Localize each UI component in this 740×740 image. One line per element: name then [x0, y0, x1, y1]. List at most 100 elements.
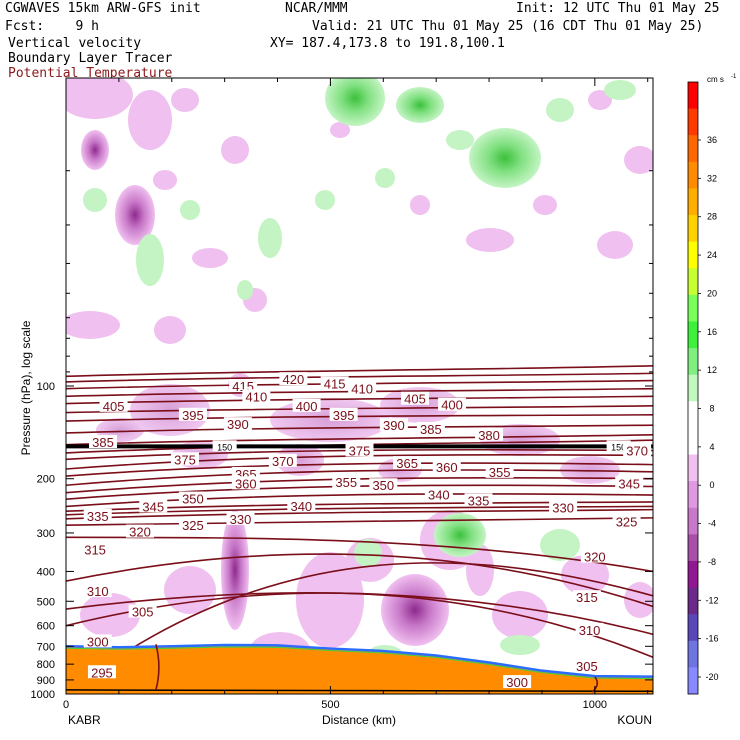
theta-label: 360: [436, 460, 458, 475]
w-lower-sink: [164, 566, 216, 614]
theta-label-bg: [572, 658, 601, 672]
theta-label: 335: [87, 509, 109, 524]
w-sink-cell: [153, 170, 177, 190]
header-xy: XY= 187.4,173.8 to 191.8,100.1: [270, 36, 505, 51]
colorbar-swatch: [688, 534, 698, 562]
theta-label-bg: [485, 464, 514, 478]
theta-label: 315: [84, 543, 106, 558]
theta-label-bg: [229, 379, 258, 392]
theta-label-bg: [572, 590, 601, 604]
theta-label: 365: [396, 456, 418, 471]
theta-label: 315: [576, 590, 598, 605]
y-axis-label: Pressure (hPa), log scale: [19, 320, 33, 455]
tracer-label: 150: [217, 442, 232, 452]
colorbar-label: -4: [708, 519, 716, 529]
colorbar-swatch: [688, 321, 698, 349]
w-lower-rise: [500, 635, 540, 655]
x-tick-label: 500: [321, 699, 339, 711]
w-lower-sink: [624, 582, 653, 618]
header-valid: Valid: 21 UTC Thu 01 May 25 (16 CDT Thu …: [312, 19, 704, 34]
terrain-boundary-layer: [66, 643, 653, 694]
theta-label-bg: [369, 478, 398, 492]
w-rise-cell: [325, 78, 385, 126]
tracer-label-bg: [606, 440, 631, 452]
theta-label: 305: [132, 605, 154, 620]
theta-label: 305: [576, 659, 598, 674]
w-rise-cell: [180, 200, 200, 220]
theta-contour: [66, 365, 653, 378]
theta-label-bg: [83, 583, 112, 597]
header-org: NCAR/MMM: [285, 1, 348, 16]
y-tick-label: 700: [37, 641, 55, 653]
w-sink-cell: [597, 231, 633, 259]
w-sink-cell: [533, 195, 557, 215]
theta-contour: [66, 405, 653, 414]
y-tick-label: 400: [37, 566, 55, 578]
w-sink-cell: [154, 316, 186, 344]
theta-label-bg: [178, 491, 207, 505]
colorbar-label: 16: [707, 327, 717, 337]
w-lower-sink: [221, 510, 249, 630]
w-rise-cell: [237, 280, 253, 300]
colorbar-swatch: [688, 374, 698, 402]
colorbar-label: -16: [705, 634, 718, 644]
theta-label-bg: [178, 518, 207, 532]
header-field-potential-temperature: Potential Temperature: [8, 66, 173, 81]
theta-label: 370: [626, 444, 648, 459]
colorbar: 36 32 28 24 20 16 12 8 4 0 -4 -8 -12 -16 -20: [687, 81, 719, 695]
theta-label: 345: [618, 476, 640, 491]
y-tick-label: 200: [37, 474, 55, 486]
theta-label: 395: [182, 408, 204, 423]
w-sink-cell: [192, 248, 228, 268]
y-tick-label: 600: [37, 621, 55, 633]
x-axis-label: Distance (km): [322, 713, 396, 727]
w-sink-cell: [466, 228, 514, 252]
w-lower-rise: [540, 529, 580, 561]
colorbar-swatch: [688, 481, 698, 509]
theta-label: 385: [420, 422, 442, 437]
theta-label-bg: [475, 427, 504, 441]
theta-label: 355: [489, 465, 511, 480]
theta-label: 405: [404, 392, 426, 407]
w-lower-sink: [381, 574, 449, 646]
theta-contour: [66, 562, 653, 694]
theta-label: 390: [383, 418, 405, 433]
theta-label-bg: [379, 418, 408, 432]
tracer-label: 150: [611, 442, 626, 452]
colorbar-swatch: [688, 108, 698, 136]
w-rise-cell: [83, 188, 107, 212]
left-endpoint-label: KABR: [68, 713, 101, 727]
theta-label: 420: [283, 372, 305, 387]
terrain-edge-green: [66, 646, 653, 680]
theta-label-bg: [615, 476, 644, 490]
colorbar-label: 20: [707, 288, 717, 298]
theta-contour: [66, 413, 653, 422]
theta-label-bg: [128, 604, 157, 618]
w-rise-cell: [469, 128, 541, 188]
colorbar-swatch: [688, 640, 698, 668]
theta-label: 325: [182, 518, 204, 533]
w-sink-cell: [624, 146, 653, 174]
theta-label-bg: [464, 493, 493, 507]
w-sink-cell: [221, 136, 249, 164]
theta-label-bg: [292, 398, 321, 412]
w-upper-sink: [380, 387, 460, 423]
theta-label: 295: [91, 665, 113, 680]
theta-label: 375: [349, 444, 371, 459]
x-tick-label: 0: [63, 699, 69, 711]
theta-label-bg: [345, 443, 374, 457]
theta-contour: [66, 372, 653, 383]
theta-label-bg: [99, 398, 128, 412]
theta-label-bg: [89, 435, 118, 449]
colorbar-swatch: [688, 587, 698, 615]
colorbar-swatch: [688, 348, 698, 376]
svg-text:cm s: cm s: [707, 75, 724, 84]
w-rise-cell: [546, 98, 574, 122]
theta-label: 340: [428, 487, 450, 502]
theta-label-bg: [83, 634, 112, 648]
svg-text:-1: -1: [731, 74, 737, 80]
theta-label-bg: [575, 622, 604, 636]
theta-label-bg: [332, 475, 361, 489]
theta-label-bg: [329, 407, 358, 421]
